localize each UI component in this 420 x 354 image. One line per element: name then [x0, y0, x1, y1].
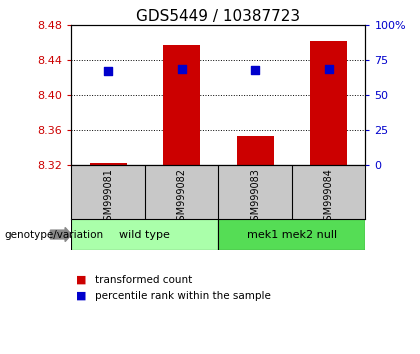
Text: GSM999081: GSM999081: [103, 168, 113, 227]
Point: [105, 69, 112, 74]
Bar: [310, 41, 347, 165]
Text: ■: ■: [76, 291, 86, 301]
Bar: [218, 219, 365, 250]
Bar: [163, 45, 200, 165]
Bar: [237, 136, 273, 165]
Point: [325, 66, 332, 72]
Text: wild type: wild type: [119, 229, 171, 240]
Text: GSM999082: GSM999082: [177, 168, 186, 227]
Text: GSM999084: GSM999084: [324, 168, 333, 227]
Bar: [71, 219, 218, 250]
Text: mek1 mek2 null: mek1 mek2 null: [247, 229, 337, 240]
Text: percentile rank within the sample: percentile rank within the sample: [94, 291, 270, 301]
Text: ■: ■: [76, 275, 86, 285]
Point: [252, 68, 259, 73]
Text: genotype/variation: genotype/variation: [4, 229, 103, 240]
Text: transformed count: transformed count: [94, 275, 192, 285]
Text: GSM999083: GSM999083: [250, 168, 260, 227]
Bar: [90, 163, 126, 165]
Title: GDS5449 / 10387723: GDS5449 / 10387723: [136, 8, 300, 24]
Point: [178, 66, 185, 72]
